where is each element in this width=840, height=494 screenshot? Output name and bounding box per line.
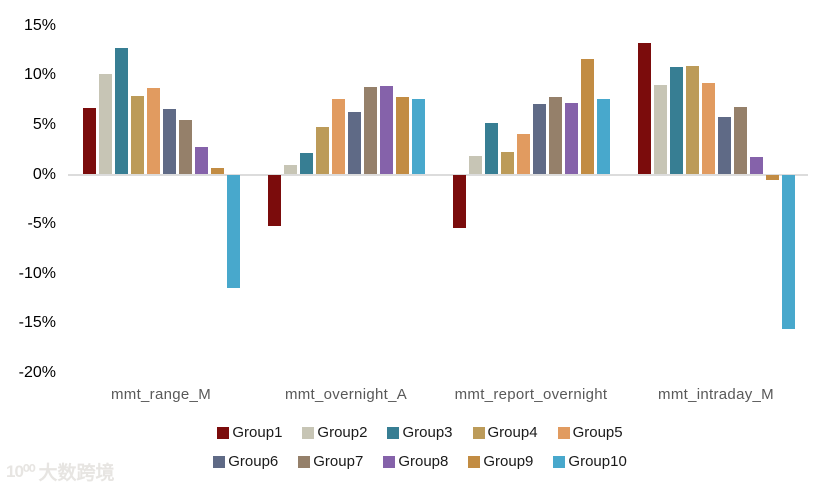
- legend-label: Group9: [483, 453, 534, 470]
- bar-group3: [299, 152, 313, 175]
- legend-item-group2: Group2: [302, 424, 367, 441]
- zero-axis-line: [68, 173, 808, 176]
- bar-group7: [178, 119, 192, 175]
- bar-group1: [267, 174, 281, 227]
- y-axis-tick-label: 5%: [32, 115, 56, 133]
- y-axis-tick-label: -15%: [18, 314, 56, 332]
- legend-item-group6: Group6: [213, 453, 278, 470]
- legend-swatch: [217, 426, 230, 439]
- legend-swatch: [302, 426, 315, 439]
- legend-item-group1: Group1: [217, 424, 282, 441]
- bar-group5: [701, 83, 715, 175]
- legend: Group1 Group2 Group3 Group4 Group5 Group6 Grou…: [0, 424, 840, 470]
- legend-label: Group1: [232, 424, 283, 441]
- bar-group10: [226, 174, 240, 288]
- bar-group5: [516, 133, 530, 175]
- y-axis-tick-label: 10%: [23, 66, 56, 84]
- bar-group2: [98, 74, 112, 175]
- bar-group7: [548, 97, 562, 175]
- category-label: mmt_overnight_A: [284, 386, 408, 403]
- bar-group2: [468, 155, 482, 175]
- bar-group3: [484, 122, 498, 175]
- bar-group10: [596, 99, 610, 175]
- bar-group2: [653, 85, 667, 175]
- bar-group10: [781, 174, 795, 330]
- legend-label: Group3: [402, 424, 453, 441]
- bar-group8: [379, 86, 393, 175]
- bar-group8: [564, 103, 578, 175]
- bar-group6: [347, 112, 361, 175]
- bar-group4: [685, 66, 699, 175]
- legend-item-group10: Group10: [553, 453, 627, 470]
- y-axis-tick-label: -10%: [18, 264, 56, 282]
- bar-group1: [637, 42, 651, 175]
- legend-item-group5: Group5: [557, 424, 623, 441]
- legend-label: Group2: [317, 424, 368, 441]
- bar-group9: [210, 167, 224, 175]
- bar-group5: [331, 99, 345, 175]
- legend-swatch: [557, 426, 570, 439]
- bar-group7: [363, 87, 377, 175]
- bar-group3: [114, 47, 128, 175]
- legend-item-group4: Group4: [472, 424, 538, 441]
- y-axis-tick-label: -5%: [27, 215, 56, 233]
- bar-group8: [749, 156, 763, 175]
- bar-group6: [717, 116, 731, 175]
- legend-swatch: [553, 455, 566, 468]
- legend-swatch: [472, 426, 485, 439]
- y-axis-tick-label: 0%: [32, 165, 56, 183]
- legend-item-group9: Group9: [468, 453, 533, 470]
- watermark-text: 大数跨境: [38, 463, 115, 484]
- bar-group4: [500, 151, 514, 175]
- bar-group9: [395, 97, 409, 175]
- legend-label: Group5: [572, 424, 623, 441]
- bar-group1: [452, 174, 466, 229]
- legend-label: Group4: [487, 424, 538, 441]
- y-axis-tick-label: 15%: [23, 16, 56, 34]
- legend-label: Group10: [568, 453, 627, 470]
- legend-label: Group7: [313, 453, 364, 470]
- legend-row: Group1 Group2 Group3 Group4 Group5: [217, 424, 623, 441]
- watermark: 10⁰⁰ 大数跨境: [6, 458, 115, 485]
- legend-item-group8: Group8: [383, 453, 448, 470]
- bar-group9: [580, 58, 594, 175]
- category-label: mmt_range_M: [110, 386, 211, 403]
- bar-group3: [669, 67, 683, 175]
- bar-group6: [532, 104, 546, 175]
- y-axis-tick-label: -20%: [18, 363, 56, 381]
- category-label: mmt_report_overnight: [454, 386, 608, 403]
- bar-group6: [162, 109, 176, 175]
- bar-group5: [146, 88, 160, 175]
- legend-swatch: [387, 426, 400, 439]
- legend-swatch: [213, 455, 226, 468]
- legend-row: Group6 Group7 Group8 Group9 Group10: [213, 453, 627, 470]
- bar-group10: [411, 99, 425, 175]
- bar-group4: [315, 126, 329, 175]
- bar-group8: [194, 146, 208, 175]
- bar-group4: [130, 96, 144, 175]
- bar-group7: [733, 107, 747, 175]
- legend-swatch: [468, 455, 481, 468]
- category-label: mmt_intraday_M: [658, 386, 774, 403]
- legend-swatch: [383, 455, 396, 468]
- watermark-logo-icon: 10⁰⁰: [6, 461, 36, 481]
- legend-label: Group6: [228, 453, 279, 470]
- legend-item-group7: Group7: [298, 453, 363, 470]
- bar-group2: [283, 164, 297, 175]
- bar-group1: [82, 108, 96, 175]
- bar-group9: [765, 174, 779, 181]
- legend-item-group3: Group3: [387, 424, 453, 441]
- legend-label: Group8: [398, 453, 449, 470]
- legend-swatch: [298, 455, 311, 468]
